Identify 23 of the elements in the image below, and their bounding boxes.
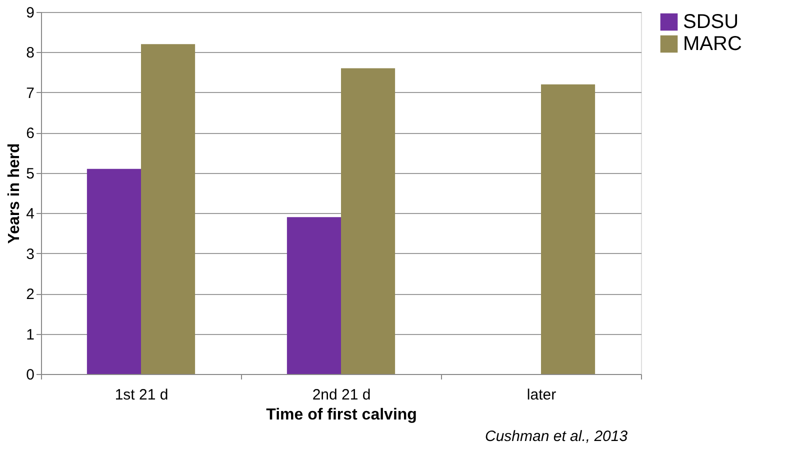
y-tick-label: 2 (26, 286, 34, 304)
y-tick-label: 9 (26, 4, 34, 22)
y-tick-label: 5 (26, 165, 34, 182)
y-tick-label: 8 (26, 44, 34, 62)
legend-label: MARC (683, 33, 742, 55)
y-tick-label: 1 (26, 326, 34, 344)
y-tick-label: 0 (26, 366, 34, 384)
y-tick-label: 6 (26, 125, 34, 142)
bar (541, 84, 596, 374)
bar (341, 68, 396, 374)
y-tick-label: 3 (26, 246, 34, 263)
x-tick-label: later (526, 386, 556, 404)
y-tick-label: 4 (26, 206, 34, 223)
x-tick-label: 2nd 21 d (312, 386, 371, 404)
text: Cushman et al., 2013 (485, 428, 628, 445)
bar (286, 217, 341, 374)
x-axis-title: Time of first calving (266, 406, 417, 424)
x-tick-label: 1st 21 d (114, 386, 168, 404)
y-tick-label: 7 (26, 84, 34, 102)
legend-label: SDSU (683, 11, 739, 33)
y-axis-title: Years in herd (6, 143, 24, 244)
bar (141, 44, 196, 374)
bar (86, 168, 141, 374)
